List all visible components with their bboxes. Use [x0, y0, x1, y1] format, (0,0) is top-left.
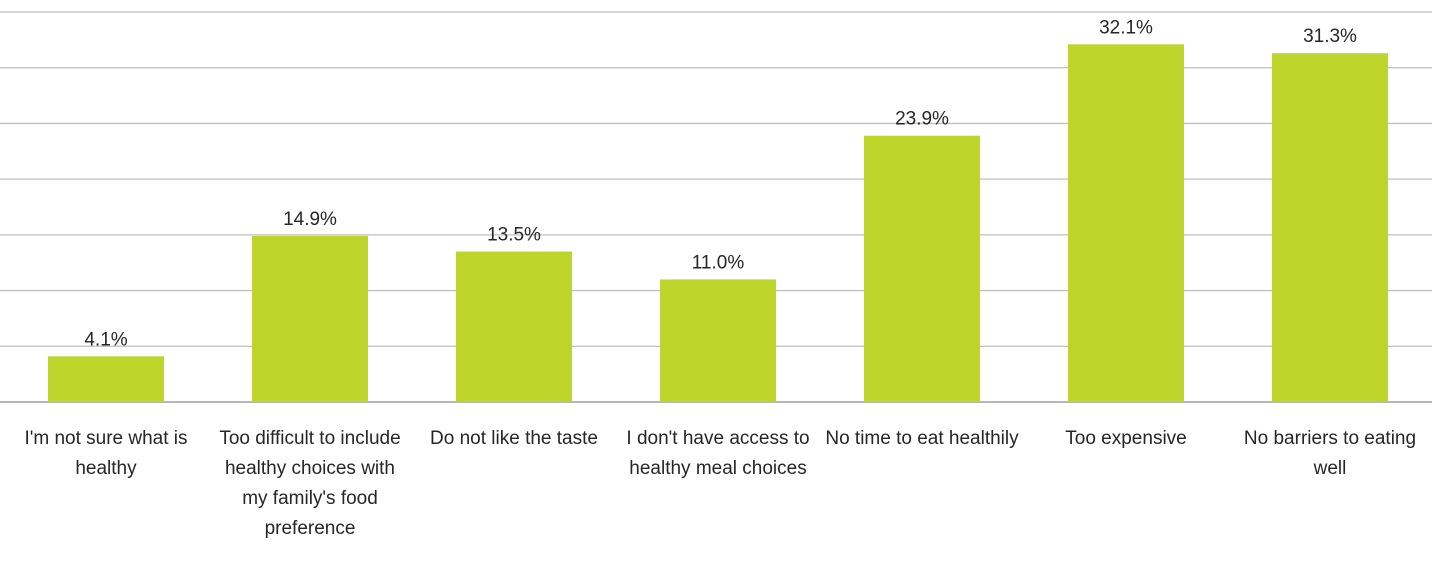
x-tick-label: No barriers to eating well [1243, 428, 1417, 479]
x-tick-label: Too difficult to include healthy choices… [219, 428, 401, 539]
bar [864, 135, 980, 402]
x-tick-label: Do not like the taste [430, 428, 598, 449]
value-label: 32.1% [1099, 17, 1153, 38]
value-label: 4.1% [84, 329, 127, 350]
bar [48, 356, 164, 402]
x-tick-label: No time to eat healthily [825, 428, 1019, 449]
bar [1068, 44, 1184, 403]
value-label: 13.5% [487, 225, 541, 246]
value-label: 31.3% [1303, 26, 1357, 47]
x-tick-label: I don't have access to healthy meal choi… [626, 428, 810, 479]
value-label: 14.9% [283, 209, 337, 230]
bar [456, 251, 572, 402]
value-label: 11.0% [692, 252, 745, 273]
value-label: 23.9% [895, 109, 949, 130]
bar [252, 235, 368, 402]
x-tick-label: I'm not sure what is healthy [24, 428, 188, 479]
bar [1272, 53, 1388, 402]
bar [660, 279, 776, 402]
x-tick-label: Too expensive [1065, 428, 1187, 449]
